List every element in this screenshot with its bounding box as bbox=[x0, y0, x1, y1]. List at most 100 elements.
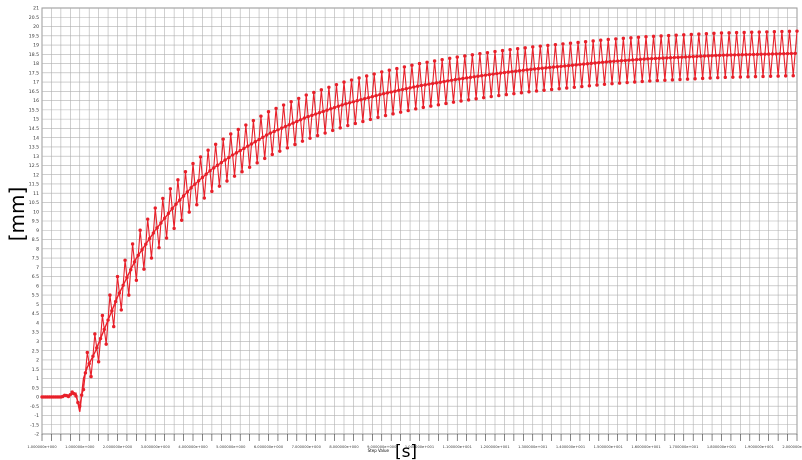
data-point bbox=[168, 187, 173, 191]
x-tick-label: 1.700000e+001 bbox=[669, 445, 698, 449]
data-point bbox=[204, 172, 208, 176]
data-point bbox=[155, 226, 159, 230]
y-tick-label: 17.5 bbox=[29, 70, 39, 76]
data-point bbox=[529, 67, 533, 72]
data-point bbox=[174, 202, 178, 206]
data-point bbox=[453, 77, 458, 82]
data-point bbox=[95, 346, 99, 350]
data-point bbox=[551, 65, 556, 69]
data-point bbox=[525, 68, 529, 72]
data-point bbox=[232, 174, 237, 178]
data-point bbox=[710, 53, 714, 58]
y-tick-label: 10.5 bbox=[29, 200, 39, 206]
x-tick-label: 5.000000e+000 bbox=[216, 445, 246, 449]
data-point bbox=[795, 29, 799, 33]
x-axis-ticks: 1.000000e+000 1.000000e+000 2.000000e+000 3… bbox=[27, 445, 802, 449]
data-point bbox=[612, 59, 616, 63]
data-point bbox=[102, 327, 106, 332]
data-point bbox=[327, 85, 331, 89]
data-point bbox=[378, 92, 382, 97]
y-tick-label: 8.5 bbox=[32, 237, 39, 243]
data-point bbox=[263, 156, 267, 161]
data-point bbox=[782, 52, 786, 56]
data-point bbox=[478, 52, 482, 56]
data-point bbox=[115, 274, 120, 279]
data-point bbox=[549, 87, 554, 92]
data-point bbox=[357, 76, 361, 80]
data-point bbox=[238, 148, 242, 153]
y-tick-label: 1.5 bbox=[32, 367, 39, 373]
data-point bbox=[110, 309, 114, 313]
data-point bbox=[438, 80, 442, 84]
data-point bbox=[568, 41, 573, 45]
data-point bbox=[370, 94, 375, 99]
data-point bbox=[451, 100, 456, 104]
data-point bbox=[793, 51, 797, 56]
data-point bbox=[665, 56, 669, 60]
data-point bbox=[132, 260, 137, 264]
y-tick-label: 2 bbox=[36, 358, 39, 364]
data-point bbox=[308, 136, 312, 140]
data-point bbox=[638, 57, 643, 62]
x-tick-label: 4.000000e+000 bbox=[178, 445, 208, 449]
data-point bbox=[312, 90, 316, 95]
data-point bbox=[291, 121, 295, 125]
data-point bbox=[298, 118, 303, 122]
y-tick-label: -1.5 bbox=[30, 422, 39, 428]
data-point bbox=[457, 77, 461, 81]
data-point bbox=[249, 142, 254, 146]
data-point bbox=[589, 61, 593, 66]
data-point bbox=[721, 53, 726, 57]
y-tick-label: 15 bbox=[33, 117, 39, 123]
data-point bbox=[689, 32, 693, 37]
y-tick-label: 21 bbox=[33, 6, 39, 12]
data-point bbox=[85, 350, 90, 355]
data-point bbox=[434, 81, 439, 85]
data-point bbox=[364, 74, 369, 78]
data-point bbox=[491, 72, 495, 76]
data-point bbox=[106, 318, 110, 322]
data-point bbox=[515, 47, 520, 51]
data-point bbox=[219, 160, 224, 165]
data-point bbox=[761, 74, 765, 79]
data-point bbox=[595, 83, 599, 87]
data-point bbox=[74, 394, 78, 398]
data-point bbox=[617, 81, 622, 85]
data-point bbox=[315, 133, 320, 138]
data-point bbox=[700, 76, 705, 81]
data-point bbox=[236, 127, 240, 132]
y-tick-label: 20 bbox=[33, 24, 39, 30]
data-point bbox=[651, 34, 656, 39]
x-axis-title: Step Value bbox=[368, 448, 390, 453]
data-point bbox=[787, 29, 792, 34]
data-point bbox=[587, 84, 592, 88]
data-point bbox=[742, 30, 746, 35]
data-point bbox=[670, 78, 675, 82]
data-point bbox=[523, 46, 527, 50]
data-point bbox=[412, 85, 416, 89]
data-point bbox=[631, 58, 635, 62]
data-point bbox=[646, 57, 650, 61]
data-point bbox=[297, 96, 301, 101]
data-point bbox=[582, 62, 586, 66]
data-point bbox=[744, 52, 748, 57]
data-point bbox=[361, 119, 365, 124]
data-point bbox=[230, 153, 235, 157]
x-tick-label: 1.500000e+001 bbox=[594, 445, 623, 449]
x-tick-label: 8.000000e+000 bbox=[329, 445, 359, 449]
data-point bbox=[506, 70, 510, 74]
data-point bbox=[389, 90, 393, 94]
data-point bbox=[113, 299, 118, 304]
data-point bbox=[597, 60, 601, 65]
data-point bbox=[663, 78, 667, 82]
data-point bbox=[521, 68, 526, 72]
data-point bbox=[697, 32, 701, 36]
y-tick-label: 17 bbox=[33, 80, 39, 86]
x-tick-label: 9.000000e+000 bbox=[367, 445, 397, 449]
data-point bbox=[234, 151, 239, 155]
data-point bbox=[591, 39, 595, 43]
data-point bbox=[213, 142, 218, 147]
data-point bbox=[485, 50, 490, 55]
y-tick-label: -1 bbox=[34, 413, 39, 419]
